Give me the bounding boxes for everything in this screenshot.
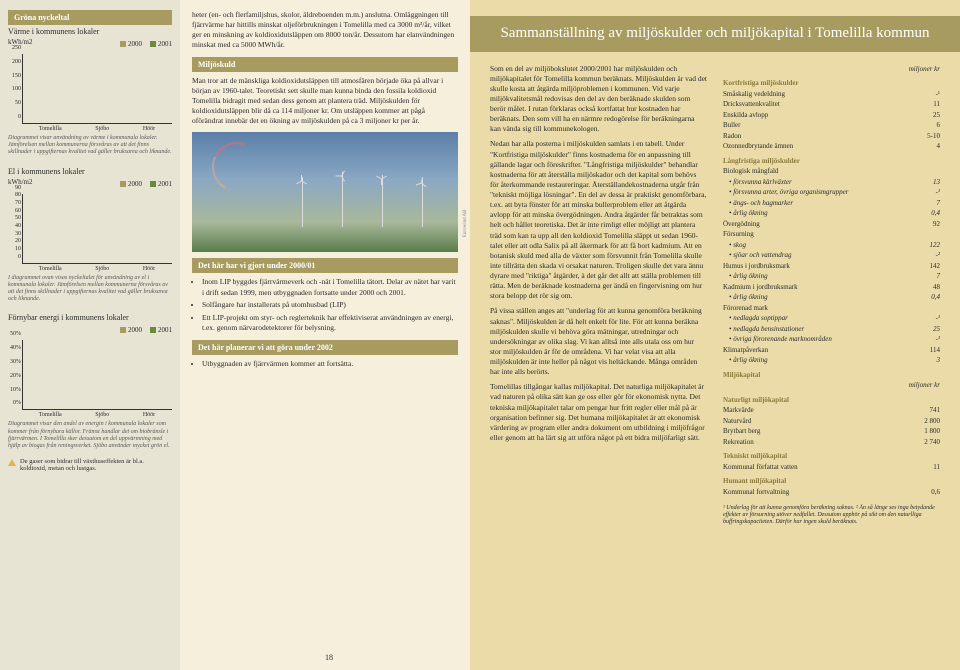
plan-list: Utbyggnaden av fjärrvärmen kommer att fo… [192,359,458,370]
done-title: Det här har vi gjort under 2000/01 [192,258,458,273]
middle-column: heter (en- och flerfamiljshus, skolor, ä… [180,0,470,670]
windturbine-photo: Eurowind AB [192,132,458,252]
chart-el-area: 0102030405060708090 [22,194,172,264]
page-number: 18 [325,653,333,662]
chart-heat-area: 050100150200250 [22,54,172,124]
right-table-column: miljoner krKortfristiga miljöskulderSmås… [723,64,940,527]
left-sidebar: Gröna nyckeltal Värme i kommunens lokale… [0,0,180,670]
triangle-icon [8,459,16,466]
gas-footnote: De gaser som bidrar till växthuseffekten… [8,458,172,472]
chart-el: El i kommunens lokaler kWh/m2 2000 2001 … [8,165,172,304]
list-item: Solfångare har installerats på utomhusba… [202,300,458,311]
list-item: Inom LIP byggdes fjärrvärmeverk och -nät… [202,277,458,298]
list-item: Ett LIP-projekt om styr- och reglertekni… [202,313,458,334]
rainbow-icon [205,135,269,199]
right-title: Sammanställning av miljöskulder och milj… [470,16,960,52]
legend: 2000 2001 [120,40,172,48]
done-list: Inom LIP byggdes fjärrvärmeverk och -nät… [192,277,458,334]
plan-title: Det här planerar vi att göra under 2002 [192,340,458,355]
miljoskuld-title: Miljöskuld [192,57,458,72]
list-item: Utbyggnaden av fjärrvärmen kommer att fo… [202,359,458,370]
right-text-column: Som en del av miljöbokslutet 2000/2001 h… [490,64,707,527]
chart-renewable-area: 0%10%20%30%40%50% [22,340,172,410]
sidebar-header: Gröna nyckeltal [8,10,172,25]
chart-renewable: Förnybar energi i kommunens lokaler 2000… [8,311,172,450]
chart-heat: Värme i kommunens lokaler kWh/m2 2000 20… [8,25,172,157]
right-panel: Sammanställning av miljöskulder och milj… [470,0,960,670]
